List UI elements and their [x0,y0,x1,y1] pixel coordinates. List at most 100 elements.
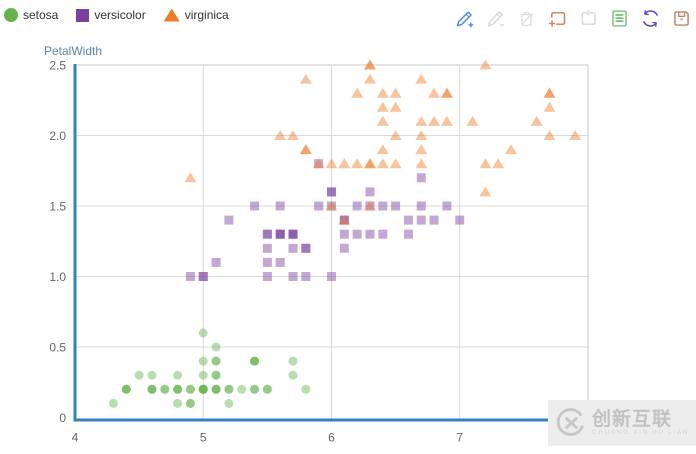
data-point-versicolor [339,243,349,253]
data-point-versicolor [378,201,388,211]
data-point-setosa [301,384,311,394]
data-point-setosa [108,398,118,408]
zoom-restore-button[interactable] [577,7,600,30]
pencil-icon [487,11,505,27]
save-image-button[interactable] [670,7,693,30]
legend-item-versicolor[interactable]: versicolor [76,8,146,22]
data-point-versicolor [339,229,349,239]
data-point-virginica [389,158,402,169]
data-point-versicolor [429,215,439,225]
data-point-setosa [147,384,157,394]
legend-item-setosa[interactable]: setosa [4,8,58,22]
data-point-virginica [325,200,338,211]
data-point-setosa [173,398,183,408]
data-point-versicolor [327,187,336,197]
data-point-virginica [543,101,556,112]
data-point-virginica [530,115,543,126]
data-point-virginica [415,130,428,140]
data-point-setosa [288,370,298,380]
data-point-virginica [543,87,556,98]
data-point-virginica [299,144,312,155]
data-point-setosa [198,328,208,338]
data-point-versicolor [403,215,413,225]
data-point-versicolor [198,272,208,281]
data-point-virginica [363,73,376,84]
data-point-setosa [224,384,234,394]
data-point-versicolor [352,201,362,211]
data-point-setosa [262,384,272,394]
data-point-virginica [479,59,492,70]
refresh-icon [642,10,659,27]
data-point-setosa [211,384,221,394]
data-view-button[interactable] [608,7,631,30]
data-point-virginica [479,186,492,197]
data-point-setosa [237,384,247,394]
data-point-virginica [287,130,300,140]
data-point-setosa [198,356,208,366]
data-point-setosa [198,384,208,394]
data-point-virginica [363,59,376,70]
data-point-virginica [363,158,376,169]
data-point-versicolor [250,201,260,211]
save-floppy-icon [674,11,689,26]
data-point-versicolor [314,159,324,169]
data-point-versicolor [301,272,311,281]
data-point-virginica [376,144,389,155]
zoom-area-icon [548,12,566,27]
data-point-virginica [415,158,428,169]
data-point-versicolor [416,215,426,225]
data-point-setosa [262,384,272,394]
data-point-versicolor [339,215,349,225]
data-point-virginica [543,87,556,98]
data-point-virginica [466,115,479,126]
data-point-virginica [338,158,351,169]
trash-icon [520,11,533,27]
data-point-setosa [198,384,208,394]
data-point-setosa [147,384,157,394]
data-point-versicolor [416,173,426,183]
data-point-setosa [121,384,131,394]
data-point-setosa [211,342,221,352]
data-point-versicolor [275,257,285,267]
data-point-setosa [173,384,183,394]
data-point-setosa [173,370,183,380]
data-point-setosa [121,384,131,394]
x-tick-label: 6 [328,431,335,445]
data-point-setosa [211,356,221,366]
data-point-setosa [250,384,260,394]
data-point-versicolor [262,257,272,267]
brush-add-button[interactable] [453,7,476,30]
data-point-virginica [389,130,402,140]
data-point-setosa [147,370,157,380]
data-point-virginica [440,87,453,98]
data-point-setosa [160,384,170,394]
data-point-virginica [415,144,428,155]
data-point-versicolor [262,229,272,239]
x-tick-label: 7 [456,431,463,445]
x-tick-label: 4 [72,431,79,445]
legend-item-virginica[interactable]: virginica [163,8,229,22]
brush-delete-button[interactable] [515,7,538,30]
zoom-select-button[interactable] [546,7,569,30]
brush-edit-button[interactable] [484,7,507,30]
data-point-virginica [351,87,364,98]
data-point-versicolor [365,201,375,211]
data-point-setosa [211,370,221,380]
data-point-versicolor [198,272,208,281]
data-point-virginica [363,59,376,70]
data-point-versicolor [262,272,272,281]
data-point-setosa [250,356,260,366]
data-point-virginica [479,158,492,169]
data-point-versicolor [275,229,285,239]
data-point-versicolor [339,215,349,225]
y-tick-label: 2.5 [49,59,66,73]
legend-label-virginica: virginica [184,8,229,22]
data-point-virginica [415,115,428,126]
data-point-virginica [363,200,376,211]
restore-button[interactable] [639,7,662,30]
legend-label-setosa: setosa [23,8,59,22]
data-point-virginica [312,158,325,169]
data-point-versicolor [327,201,336,211]
data-point-versicolor [262,229,272,239]
